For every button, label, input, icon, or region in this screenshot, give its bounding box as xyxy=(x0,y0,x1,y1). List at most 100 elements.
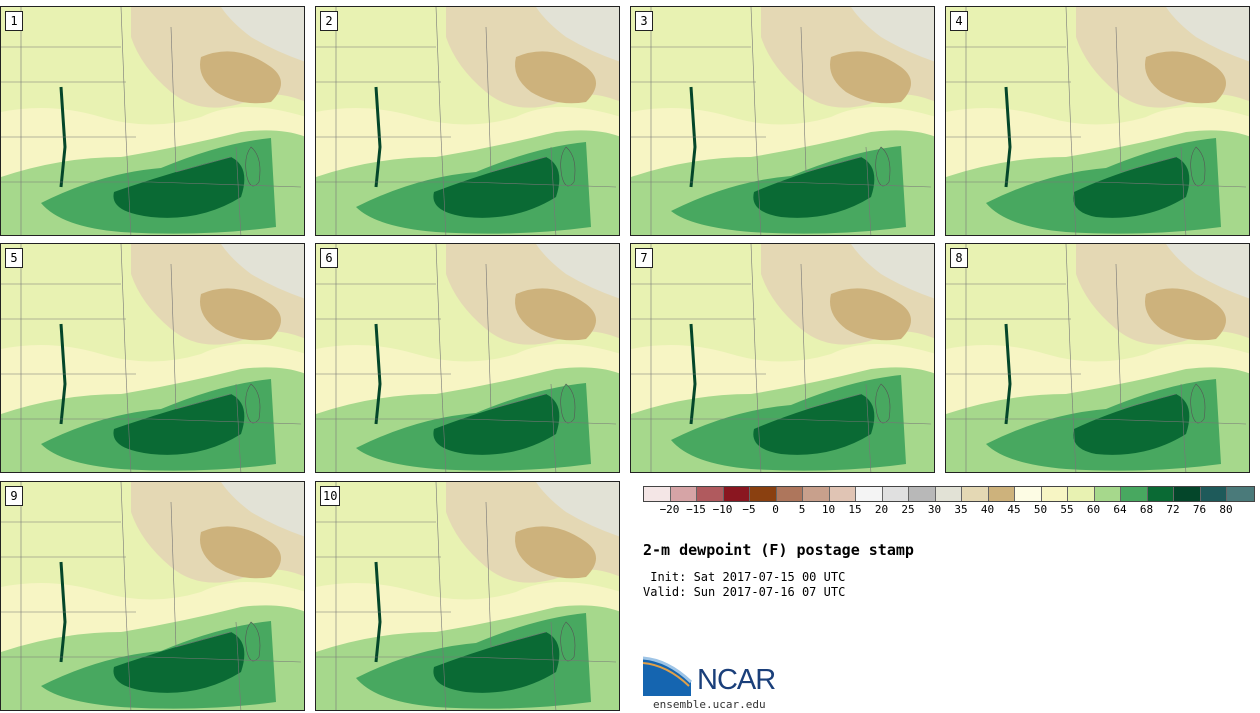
map-shading xyxy=(374,561,382,663)
colorbar-tick-label: −10 xyxy=(712,503,733,516)
state-border xyxy=(120,482,127,613)
map-shading xyxy=(689,323,697,425)
ensemble-member-panel: 8 xyxy=(945,243,1250,473)
map-shading xyxy=(374,323,382,425)
state-border xyxy=(1070,136,1077,235)
colorbar-swatch xyxy=(1094,487,1121,501)
ensemble-member-panel: 10 xyxy=(315,481,620,711)
map-shading xyxy=(875,146,891,187)
colorbar-tick-label: −5 xyxy=(742,503,756,516)
state-border xyxy=(440,373,447,472)
map-shading xyxy=(1190,146,1206,187)
map-shading xyxy=(753,394,875,455)
map-shading xyxy=(1004,86,1012,188)
colorbar-swatch xyxy=(1200,487,1227,501)
state-border xyxy=(750,7,757,138)
member-number: 6 xyxy=(320,248,338,268)
map-shading xyxy=(200,51,281,104)
member-number: 4 xyxy=(950,11,968,31)
map-shading xyxy=(221,7,304,62)
colorbar-swatch xyxy=(1068,487,1095,501)
colorbar-tick-label: 50 xyxy=(1033,503,1048,516)
colorbar-swatch xyxy=(776,487,803,501)
member-number: 8 xyxy=(950,248,968,268)
state-border xyxy=(550,146,557,235)
map-shading xyxy=(1004,323,1012,425)
ensemble-member-panel: 9 xyxy=(0,481,305,711)
map-shading xyxy=(851,7,934,62)
ensemble-member-panel: 6 xyxy=(315,243,620,473)
colorbar-swatch xyxy=(1147,487,1174,501)
state-border xyxy=(800,26,807,173)
colorbar-tick-label: 72 xyxy=(1166,503,1180,516)
colorbar-tick-label: 45 xyxy=(1007,503,1021,516)
state-border xyxy=(485,26,492,173)
ensemble-member-panel: 4 xyxy=(945,6,1250,236)
map-shading xyxy=(433,632,560,693)
ensemble-member-panel: 5 xyxy=(0,243,305,473)
map-shading xyxy=(113,157,245,218)
map-shading xyxy=(689,86,697,188)
map-shading xyxy=(374,86,382,188)
map-shading xyxy=(433,157,560,218)
member-number: 2 xyxy=(320,11,338,31)
colorbar-swatch xyxy=(1041,487,1068,501)
colorbar-swatch xyxy=(1015,487,1042,501)
colorbar-tick-label: −15 xyxy=(686,503,706,516)
colorbar-swatches xyxy=(643,486,1255,502)
state-border xyxy=(440,136,447,235)
dewpoint-map xyxy=(946,244,1249,472)
colorbar-tick-label: 80 xyxy=(1219,503,1233,516)
state-border xyxy=(1180,146,1187,235)
map-shading xyxy=(515,526,596,579)
state-border xyxy=(750,244,757,375)
colorbar-swatch xyxy=(1121,487,1148,501)
colorbar-tick-label: 15 xyxy=(848,503,862,516)
state-border xyxy=(435,244,442,375)
state-border xyxy=(755,373,762,472)
state-border xyxy=(755,136,762,235)
state-border xyxy=(235,146,242,235)
map-shading xyxy=(245,383,261,424)
state-border xyxy=(1065,244,1072,375)
colorbar-tick-label: 35 xyxy=(954,503,968,516)
map-shading xyxy=(113,632,245,693)
map-shading xyxy=(1145,51,1226,104)
state-border xyxy=(440,611,447,710)
member-number: 1 xyxy=(5,11,23,31)
map-shading xyxy=(245,146,261,187)
colorbar-swatch xyxy=(829,487,856,501)
state-border xyxy=(175,393,232,410)
state-border xyxy=(120,244,127,375)
colorbar-swatch xyxy=(909,487,936,501)
colorbar-swatch xyxy=(882,487,909,501)
state-border xyxy=(800,263,807,410)
dewpoint-map xyxy=(1,7,304,235)
member-number: 5 xyxy=(5,248,23,268)
state-border xyxy=(175,631,232,648)
state-border xyxy=(150,656,302,663)
state-border xyxy=(485,501,492,648)
state-border xyxy=(805,156,862,173)
state-border xyxy=(120,7,127,138)
dewpoint-map xyxy=(316,244,619,472)
colorbar-tick-label: 25 xyxy=(901,503,915,516)
dewpoint-map xyxy=(316,7,619,235)
state-border xyxy=(550,383,557,472)
colorbar-tick-label: 64 xyxy=(1113,503,1127,516)
state-border xyxy=(1065,7,1072,138)
map-shading xyxy=(59,86,67,188)
colorbar-swatch xyxy=(1174,487,1201,501)
colorbar-swatch xyxy=(962,487,989,501)
state-border xyxy=(1115,263,1122,410)
state-border xyxy=(465,656,617,663)
ensemble-member-panel: 2 xyxy=(315,6,620,236)
dewpoint-map xyxy=(631,244,934,472)
ensemble-member-panel: 1 xyxy=(0,6,305,236)
state-border xyxy=(125,611,132,710)
state-border xyxy=(170,501,177,648)
map-shading xyxy=(515,51,596,104)
colorbar-swatch xyxy=(935,487,962,501)
ncar-wordmark: NCAR xyxy=(697,664,776,696)
map-shading xyxy=(536,7,619,62)
